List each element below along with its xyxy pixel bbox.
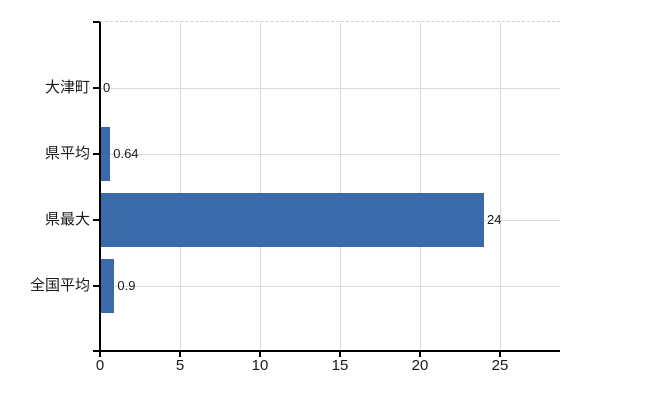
x-tick-label: 20 xyxy=(411,357,429,374)
x-tick xyxy=(259,352,261,357)
value-label: 0 xyxy=(103,80,111,95)
y-tick xyxy=(93,87,100,89)
y-axis-top-tick xyxy=(93,21,100,23)
gridline-horizontal xyxy=(100,286,560,287)
gridline-vertical xyxy=(180,22,181,352)
gridline-horizontal xyxy=(100,154,560,155)
category-label: 県平均 xyxy=(44,145,90,162)
x-tick xyxy=(99,352,101,357)
x-tick-label: 25 xyxy=(491,357,509,374)
x-tick-label: 10 xyxy=(251,357,269,374)
bar xyxy=(100,193,484,247)
value-label: 0.9 xyxy=(117,278,136,293)
x-tick xyxy=(339,352,341,357)
x-tick xyxy=(499,352,501,357)
bar xyxy=(100,127,111,181)
x-tick xyxy=(179,352,181,357)
x-tick-label: 15 xyxy=(331,357,349,374)
x-axis xyxy=(93,350,560,352)
y-tick xyxy=(93,153,100,155)
y-tick xyxy=(93,285,100,287)
x-tick xyxy=(419,352,421,357)
value-label: 0.64 xyxy=(113,146,139,161)
category-label: 全国平均 xyxy=(29,277,90,294)
bar xyxy=(100,259,115,313)
value-label: 24 xyxy=(487,212,502,227)
plot-top-border xyxy=(100,21,560,22)
gridline-vertical xyxy=(260,22,261,352)
gridline-vertical xyxy=(500,22,501,352)
y-axis xyxy=(98,22,101,357)
y-tick xyxy=(93,219,100,221)
category-label: 県最大 xyxy=(44,211,90,228)
x-tick-label: 0 xyxy=(95,357,105,374)
gridline-vertical xyxy=(420,22,421,352)
category-label: 大津町 xyxy=(44,79,90,96)
gridline-horizontal xyxy=(100,88,560,89)
x-tick-label: 5 xyxy=(175,357,185,374)
gridline-vertical xyxy=(340,22,341,352)
